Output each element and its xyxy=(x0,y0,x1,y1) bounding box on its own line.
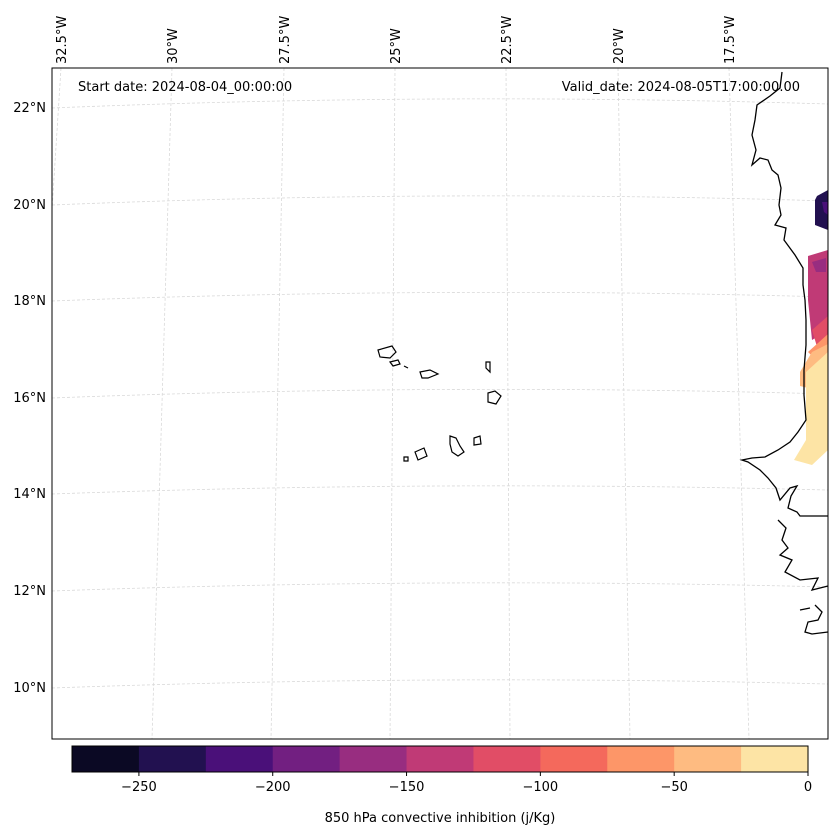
lat-gridline-18 xyxy=(51,291,829,302)
lat-gridline-10 xyxy=(51,679,829,689)
colorbar-bin xyxy=(272,746,341,772)
lat-label: 14°N xyxy=(13,487,46,502)
cin-area-weakest xyxy=(794,352,828,465)
colorbar-tick-label: −200 xyxy=(255,780,291,795)
coastlines xyxy=(739,71,829,635)
colorbar-bin xyxy=(473,746,541,772)
colorbar-bin xyxy=(607,746,675,772)
colorbar-bins xyxy=(72,746,809,772)
coastal-island xyxy=(799,607,811,611)
colorbar-bin xyxy=(138,746,207,772)
valid-date-label: Valid_date: 2024-08-05T17:00:00.00 xyxy=(562,80,800,95)
island-santo-antao xyxy=(377,345,397,359)
latitude-labels: 22°N 20°N 18°N 16°N 14°N 12°N 10°N xyxy=(13,101,46,696)
lat-gridline-12 xyxy=(51,582,829,592)
colorbar-tick-label: 0 xyxy=(804,780,812,795)
colorbar-bin xyxy=(205,746,274,772)
island-brava xyxy=(403,456,409,462)
lat-label: 22°N xyxy=(13,101,46,116)
lat-gridline-14 xyxy=(51,485,829,495)
longitude-labels: 32.5°W 30°W 27.5°W 25°W 22.5°W 20°W 17.5… xyxy=(55,16,738,64)
cin-contours xyxy=(794,190,828,465)
lon-label: 32.5°W xyxy=(55,16,70,64)
cin-area-moderate xyxy=(808,250,828,340)
map-panel xyxy=(52,68,828,739)
map-frame xyxy=(51,67,829,740)
lat-gridline-22 xyxy=(51,98,829,109)
island-santa-luzia xyxy=(403,365,409,369)
lon-gridline-32-5 xyxy=(51,67,62,211)
lat-gridline-20 xyxy=(51,195,829,206)
lat-label: 20°N xyxy=(13,198,46,213)
lon-label: 22.5°W xyxy=(500,16,515,64)
lat-label: 18°N xyxy=(13,294,46,309)
colorbar-tick-label: −250 xyxy=(121,780,157,795)
lon-label: 25°W xyxy=(389,28,404,64)
island-sao-nicolau xyxy=(419,369,440,379)
colorbar-label: 850 hPa convective inhibition (j/Kg) xyxy=(325,811,556,826)
lon-gridline-27-5 xyxy=(270,67,285,740)
lon-gridline-22-5 xyxy=(505,67,511,740)
island-boa-vista xyxy=(487,390,502,405)
island-sal xyxy=(485,361,491,374)
lon-gridline-30 xyxy=(151,67,173,740)
lat-label: 16°N xyxy=(13,391,46,406)
cin-area-strong xyxy=(822,202,828,215)
colorbar-tick-label: −150 xyxy=(389,780,425,795)
colorbar-ticks: −250 −200 −150 −100 −50 0 xyxy=(121,772,812,795)
cin-area-very-strong xyxy=(815,190,828,230)
colorbar-bin xyxy=(540,746,608,772)
lon-gridline-20 xyxy=(617,67,631,740)
west-africa-coastline xyxy=(739,71,828,517)
colorbar-frame xyxy=(71,745,809,773)
colorbar-bin xyxy=(674,746,742,772)
lon-label: 17.5°W xyxy=(723,16,738,64)
lat-gridline-16 xyxy=(51,388,829,399)
colorbar-tick-label: −100 xyxy=(523,780,559,795)
colorbar-bin xyxy=(72,746,140,772)
island-sao-vicente xyxy=(388,359,401,367)
lon-gridline-17-5 xyxy=(728,67,750,740)
lat-label: 12°N xyxy=(13,584,46,599)
cape-verde-islands xyxy=(377,345,502,462)
colorbar-tick-label: −50 xyxy=(660,780,687,795)
graticule xyxy=(51,67,829,740)
guinea-bissau-coastline xyxy=(777,519,829,635)
island-fogo xyxy=(414,447,428,461)
island-santiago xyxy=(449,435,465,457)
colorbar-bin xyxy=(406,746,475,772)
lon-label: 27.5°W xyxy=(278,16,293,64)
lon-label: 30°W xyxy=(166,28,181,64)
cin-area-moderate-core xyxy=(812,258,826,272)
lat-label: 10°N xyxy=(13,681,46,696)
colorbar-bin xyxy=(339,746,408,772)
island-maio xyxy=(473,435,482,446)
colorbar-bin xyxy=(741,746,809,772)
lon-gridline-25 xyxy=(389,67,396,740)
lon-label: 20°W xyxy=(612,28,627,64)
start-date-label: Start date: 2024-08-04_00:00:00 xyxy=(78,80,292,95)
